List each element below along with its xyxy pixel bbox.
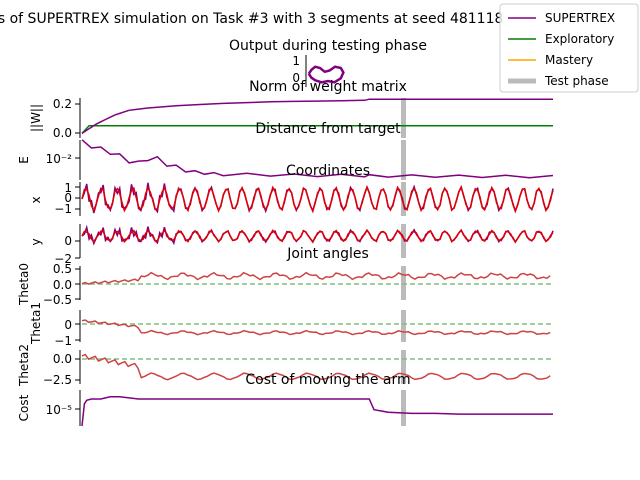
panel-weight-norm-ytick: 0.2 — [53, 97, 72, 111]
panel-theta2-ytick: 0.0 — [53, 352, 72, 366]
panel-distance-ytick: 10⁻² — [46, 152, 73, 166]
panel-theta0-ytick: 0.0 — [53, 278, 72, 292]
panel-output-title: Output during testing phase — [229, 38, 427, 54]
panel-theta2-ytick: −2.5 — [43, 373, 72, 387]
panel-distance-ylabel: E — [17, 156, 31, 164]
panel-weight-norm-ytick: 0.0 — [53, 126, 72, 140]
supertrex-line — [81, 139, 554, 179]
supertrex-line — [81, 271, 551, 285]
panel-theta0-ytick: −0.5 — [43, 293, 72, 307]
panel-output: Output during testing phase 1 0 — [229, 38, 427, 87]
panel-coord-x-ylabel: x — [29, 196, 43, 203]
panel-theta0: Joint angles 0.5 0.0 −0.5 Theta0 — [17, 246, 553, 307]
panel-weight-norm-ylabel: ||W|| — [29, 104, 43, 132]
panel-theta2-ylabel: Theta2 — [17, 344, 31, 387]
panel-weight-norm-title: Norm of weight matrix — [249, 79, 407, 95]
panel-theta0-ylabel: Theta0 — [17, 263, 31, 306]
legend-label-mastery: Mastery — [545, 53, 593, 67]
panel-theta2: 0.0 −2.5 Theta2 — [17, 344, 553, 387]
figure-suptitle: Results of SUPERTREX simulation on Task … — [0, 11, 503, 27]
test-phase-marker — [401, 224, 406, 258]
panel-output-ytick: 1 — [292, 54, 300, 68]
legend-label-test-phase: Test phase — [544, 74, 609, 88]
test-phase-marker — [401, 310, 406, 342]
panel-distance-title: Distance from target — [255, 121, 401, 137]
target-line — [81, 228, 554, 243]
panel-theta1: 0 −1 Theta1 — [29, 302, 553, 348]
panel-coord-x: Coordinates 1 0 −1 x — [29, 163, 554, 216]
test-phase-marker — [401, 390, 406, 426]
test-phase-marker — [401, 350, 406, 384]
legend: SUPERTREX Exploratory Mastery Test phase — [499, 3, 639, 93]
supertrex-line — [81, 98, 553, 135]
test-phase-marker — [401, 98, 406, 138]
panel-distance: Distance from target 10⁻² E — [17, 121, 554, 180]
panel-cost-title: Cost of moving the arm — [245, 372, 410, 388]
panel-coord-y-ytick: 0 — [64, 234, 72, 248]
legend-label-exploratory: Exploratory — [545, 32, 614, 46]
output-trajectory-line — [307, 65, 345, 84]
supertrex-line — [81, 396, 553, 427]
legend-frame — [499, 3, 639, 93]
legend-label-supertrex: SUPERTREX — [545, 11, 615, 25]
supertrex-line — [81, 353, 551, 381]
panel-coord-x-ytick: −1 — [54, 202, 72, 216]
panel-theta0-ytick: 0.5 — [53, 262, 72, 276]
supertrex-line — [81, 319, 551, 336]
panel-cost-ylabel: Cost — [17, 394, 31, 421]
exploratory-line — [81, 124, 553, 134]
panel-coordinates-title: Coordinates — [286, 163, 370, 179]
panel-coord-x-ytick: 0 — [64, 191, 72, 205]
panel-theta1-ylabel: Theta1 — [29, 302, 43, 345]
test-phase-marker — [401, 266, 406, 300]
target-line — [81, 184, 554, 213]
panel-joint-angles-title: Joint angles — [286, 246, 369, 262]
panel-theta1-ytick: −1 — [54, 334, 72, 348]
panel-cost-ytick: 10⁻⁵ — [46, 403, 73, 417]
panel-coord-y-ylabel: y — [29, 238, 43, 245]
panel-weight-norm: Norm of weight matrix 0.2 0.0 ||W|| — [29, 79, 553, 140]
panel-coord-y: 0 −2 y — [29, 224, 554, 266]
panel-coord-y-ytick: −2 — [54, 252, 72, 266]
panel-coord-x-ytick: 1 — [64, 181, 72, 195]
test-phase-marker — [401, 140, 406, 180]
panel-theta1-ytick: 0 — [64, 318, 72, 332]
test-phase-marker — [401, 182, 406, 216]
panel-cost: Cost of moving the arm 10⁻⁵ Cost — [17, 372, 553, 427]
panel-output-ytick: 0 — [292, 71, 300, 85]
